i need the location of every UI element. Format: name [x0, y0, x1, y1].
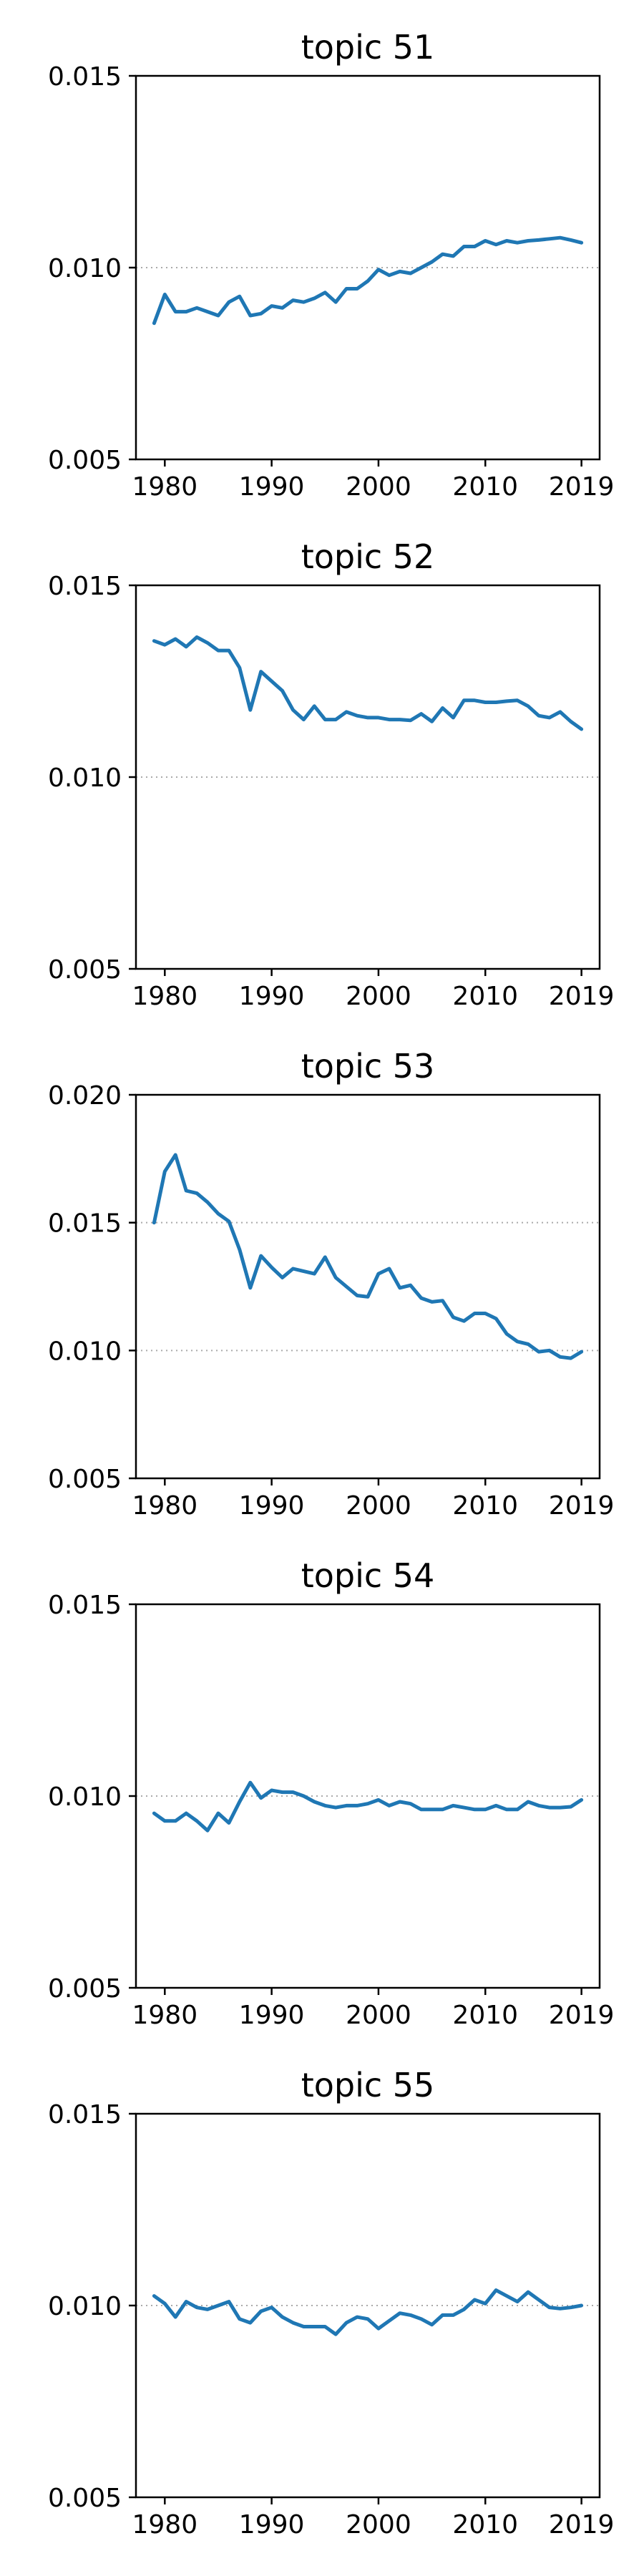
chart-title: topic 55: [301, 2066, 435, 2104]
y-tick-label: 0.015: [48, 1591, 122, 1620]
chart-panel: topic 54 0.005 0.010 0.015 1980 1990 2000 2010 2…: [48, 1556, 614, 2030]
series-line: [152, 1153, 584, 1360]
y-tick-label: 0.020: [48, 1081, 122, 1111]
x-tick-label: 1990: [239, 982, 305, 1011]
x-tick-label: 2010: [452, 2510, 518, 2540]
y-tick-label: 0.005: [48, 1465, 122, 1494]
chart-panel: topic 51 0.005 0.010 0.015 1980 1990 2000 2010 2…: [48, 28, 614, 502]
x-tick-label: 1990: [239, 2510, 305, 2540]
y-tick-label: 0.010: [48, 1782, 122, 1812]
y-tick-label: 0.010: [48, 2292, 122, 2321]
x-tick-label: 2000: [346, 982, 411, 1011]
chart-title: topic 52: [301, 537, 435, 576]
y-tick-label: 0.010: [48, 763, 122, 793]
y-tick-label: 0.015: [48, 62, 122, 92]
x-tick-label: 2019: [549, 1491, 615, 1521]
x-tick-label: 1990: [239, 2001, 305, 2030]
x-tick-label: 1980: [132, 982, 198, 1011]
x-tick-label: 2019: [549, 2510, 615, 2540]
y-tick-label: 0.005: [48, 955, 122, 985]
y-tick-label: 0.010: [48, 254, 122, 283]
x-tick-label: 1980: [132, 472, 198, 502]
series-line: [152, 2288, 584, 2336]
chart-title: topic 53: [301, 1047, 435, 1085]
x-tick-label: 2000: [346, 2001, 411, 2030]
series-line: [152, 235, 584, 326]
x-tick-label: 1990: [239, 1491, 305, 1521]
x-tick-label: 1980: [132, 2510, 198, 2540]
series-line: [152, 1780, 584, 1833]
x-tick-label: 2010: [452, 2001, 518, 2030]
y-tick-label: 0.015: [48, 572, 122, 601]
y-tick-label: 0.010: [48, 1337, 122, 1366]
x-tick-label: 1980: [132, 1491, 198, 1521]
x-tick-label: 2010: [452, 1491, 518, 1521]
x-tick-label: 2000: [346, 1491, 411, 1521]
x-tick-label: 2019: [549, 982, 615, 1011]
x-tick-label: 2019: [549, 2001, 615, 2030]
x-tick-label: 2000: [346, 472, 411, 502]
x-tick-label: 2000: [346, 2510, 411, 2540]
x-tick-label: 1980: [132, 2001, 198, 2030]
x-tick-label: 2010: [452, 472, 518, 502]
chart-title: topic 51: [301, 28, 435, 67]
chart-panel: topic 55 0.005 0.010 0.015 1980 1990 2000 2010 2…: [48, 2066, 614, 2540]
y-tick-label: 0.015: [48, 2100, 122, 2129]
y-tick-label: 0.005: [48, 1974, 122, 2004]
chart-panel: topic 53 0.005 0.010 0.015 0.020 1980 1990 2000…: [48, 1047, 614, 1521]
y-tick-label: 0.005: [48, 446, 122, 475]
x-tick-label: 1990: [239, 472, 305, 502]
x-tick-label: 2010: [452, 982, 518, 1011]
series-line: [152, 635, 584, 731]
axes-frame: [135, 1093, 601, 1480]
chart-panel: topic 52 0.005 0.010 0.015 1980 1990 2000 2010 2…: [48, 537, 614, 1011]
y-tick-label: 0.005: [48, 2484, 122, 2513]
chart-title: topic 54: [301, 1556, 435, 1595]
x-tick-label: 2019: [549, 472, 615, 502]
y-tick-label: 0.015: [48, 1209, 122, 1239]
